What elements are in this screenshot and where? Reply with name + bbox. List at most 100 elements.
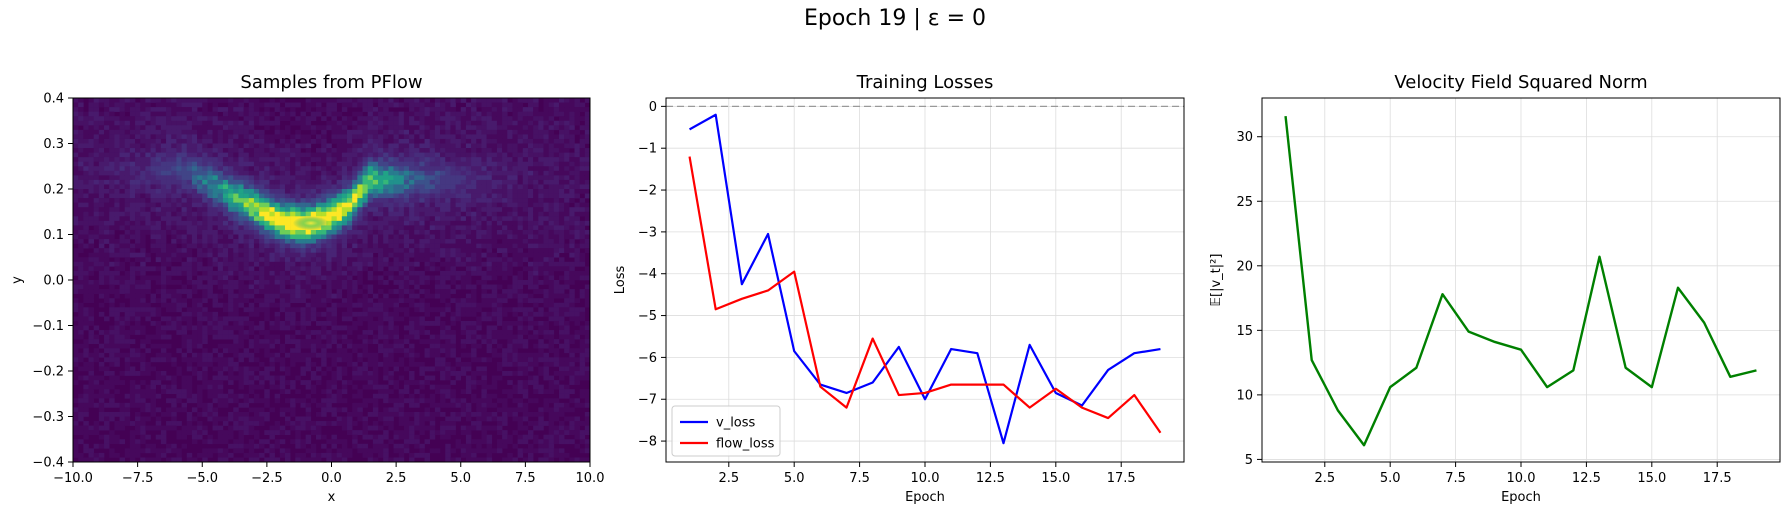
- heatmap-cell: [465, 134, 472, 140]
- heatmap-cell: [341, 207, 348, 213]
- heatmap-cell: [445, 434, 451, 440]
- heatmap-cell: [347, 198, 353, 203]
- heatmap-cell: [166, 316, 172, 322]
- heatmap-cell: [233, 311, 239, 317]
- heatmap-cell: [352, 220, 358, 226]
- heatmap-cell: [341, 270, 348, 276]
- heatmap-cell: [119, 252, 125, 258]
- heatmap-cell: [197, 284, 203, 290]
- heatmap-cell: [310, 421, 317, 426]
- heatmap-cell: [300, 189, 306, 194]
- heatmap-cell: [295, 120, 301, 126]
- heatmap-cell: [383, 421, 389, 426]
- heatmap-cell: [191, 307, 198, 313]
- heatmap-cell: [409, 411, 415, 417]
- heatmap-cell: [357, 407, 363, 413]
- heatmap-cell: [197, 393, 203, 399]
- heatmap-cell: [243, 239, 250, 244]
- heatmap-cell: [264, 239, 270, 244]
- heatmap-cell: [362, 430, 368, 435]
- heatmap-cell: [253, 120, 260, 126]
- heatmap-cell: [207, 439, 213, 445]
- heatmap-cell: [372, 448, 379, 454]
- heatmap-cell: [202, 439, 208, 445]
- heatmap-cell: [155, 243, 162, 249]
- heatmap-cell: [398, 157, 405, 162]
- heatmap-cell: [259, 439, 265, 445]
- heatmap-cell: [197, 275, 203, 281]
- heatmap-cell: [135, 138, 141, 144]
- heatmap-cell: [233, 166, 239, 172]
- heatmap-cell: [424, 339, 431, 344]
- heatmap-cell: [207, 161, 213, 167]
- heatmap-cell: [347, 248, 353, 253]
- heatmap-cell: [93, 102, 100, 108]
- heatmap-cell: [217, 157, 224, 162]
- heatmap-cell: [129, 352, 136, 358]
- heatmap-cell: [450, 280, 456, 285]
- heatmap-cell: [155, 407, 162, 413]
- heatmap-cell: [419, 243, 425, 249]
- heatmap-cell: [284, 243, 291, 249]
- heatmap-cell: [362, 98, 368, 103]
- heatmap-cell: [202, 289, 208, 294]
- heatmap-cell: [83, 157, 89, 162]
- heatmap-cell: [171, 170, 177, 176]
- heatmap-cell: [388, 425, 394, 431]
- heatmap-cell: [352, 289, 358, 294]
- heatmap-cell: [233, 161, 239, 167]
- heatmap-cell: [398, 443, 405, 449]
- heatmap-cell: [228, 389, 234, 395]
- heatmap-cell: [269, 243, 275, 249]
- heatmap-cell: [191, 225, 198, 231]
- heatmap-cell: [217, 98, 224, 103]
- heatmap-cell: [476, 138, 482, 144]
- heatmap-cell: [217, 170, 224, 176]
- heatmap-cell: [321, 280, 327, 285]
- heatmap-cell: [290, 425, 296, 431]
- heatmap-cell: [372, 234, 379, 240]
- heatmap-cell: [140, 421, 146, 426]
- heatmap-cell: [295, 166, 301, 172]
- heatmap-cell: [73, 325, 79, 331]
- heatmap-cell: [109, 439, 115, 445]
- heatmap-cell: [383, 202, 389, 208]
- heatmap-cell: [414, 320, 420, 326]
- heatmap-cell: [253, 116, 260, 122]
- heatmap-cell: [284, 289, 291, 294]
- heatmap-cell: [186, 170, 193, 176]
- heatmap-cell: [336, 216, 343, 222]
- heatmap-cell: [191, 175, 198, 181]
- heatmap-cell: [83, 243, 89, 249]
- heatmap-cell: [73, 116, 79, 122]
- heatmap-cell: [207, 434, 213, 440]
- heatmap-cell: [93, 339, 100, 344]
- heatmap-cell: [88, 398, 94, 404]
- heatmap-cell: [383, 393, 389, 399]
- heatmap-cell: [197, 361, 203, 367]
- heatmap-cell: [284, 225, 291, 231]
- heatmap-cell: [331, 361, 337, 367]
- heatmap-cell: [450, 229, 456, 235]
- heatmap-cell: [191, 343, 198, 349]
- heatmap-cell: [135, 129, 141, 135]
- heatmap-cell: [269, 207, 275, 213]
- heatmap-cell: [388, 298, 394, 304]
- heatmap-cell: [73, 248, 79, 253]
- heatmap-cell: [248, 293, 255, 299]
- heatmap-cell: [186, 334, 193, 340]
- heatmap-cell: [429, 166, 436, 172]
- heatmap-cell: [114, 357, 120, 363]
- heatmap-cell: [398, 275, 405, 281]
- heatmap-cell: [264, 334, 270, 340]
- heatmap-cell: [341, 152, 348, 158]
- heatmap-cell: [197, 384, 203, 390]
- heatmap-cell: [331, 266, 337, 272]
- heatmap-cell: [222, 202, 229, 208]
- heatmap-cell: [197, 157, 203, 162]
- heatmap-cell: [186, 270, 193, 276]
- heatmap-cell: [450, 166, 456, 172]
- heatmap-cell: [321, 411, 327, 417]
- heatmap-cell: [181, 270, 188, 276]
- heatmap-cell: [409, 102, 415, 108]
